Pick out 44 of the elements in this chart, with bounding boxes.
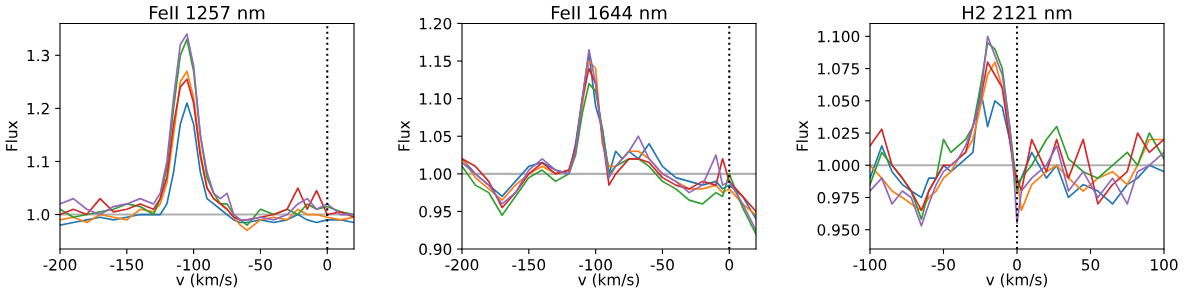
x-tick-label: -50	[931, 259, 955, 271]
x-tick-label: 0	[1013, 259, 1021, 271]
y-tick-label: 1.20	[419, 17, 452, 30]
y-tick-label: 0.975	[817, 191, 859, 204]
y-tick-label: 1.100	[818, 30, 860, 43]
y-tick-label: 0.90	[419, 243, 452, 256]
x-tick-label: 100	[1151, 259, 1178, 271]
y-axis-title: Flux	[796, 120, 809, 151]
x-tick-label: -100	[853, 259, 887, 271]
y-tick-label: 0.950	[817, 224, 860, 236]
y-tick-label: 1.000	[818, 159, 860, 172]
y-axis-title: Flux	[397, 120, 410, 151]
y-tick-label: 1.1	[27, 156, 49, 168]
x-axis-title: v (km/s)	[986, 273, 1048, 288]
x-tick-label: -200	[43, 259, 77, 271]
x-tick-label: -150	[110, 259, 144, 271]
x-tick-label: -150	[512, 259, 546, 271]
chart-title: H2 2121 nm	[963, 5, 1072, 20]
y-tick-label: 1.10	[419, 93, 452, 105]
y-tick-label: 1.075	[818, 63, 859, 75]
y-tick-label: 1.00	[419, 168, 452, 180]
x-tick-label: -200	[445, 259, 479, 271]
line-series	[60, 102, 354, 226]
y-tick-label: 1.3	[27, 49, 50, 62]
y-axis-title: Flux	[5, 120, 18, 151]
y-tick-label: 1.05	[419, 130, 451, 143]
x-axis-title: v (km/s)	[176, 273, 238, 288]
chart-title: FeII 1257 nm	[149, 5, 265, 20]
y-tick-label: 1.025	[818, 127, 859, 140]
x-tick-label: -100	[177, 259, 210, 271]
y-tick-label: 1.2	[27, 102, 49, 115]
chart-title: FeII 1644 nm	[551, 5, 667, 20]
y-tick-label: 1.15	[419, 55, 451, 68]
x-tick-label: 0	[725, 259, 734, 271]
line-series	[462, 82, 756, 235]
x-tick-label: 0	[323, 259, 332, 271]
x-axis-title: v (km/s)	[578, 273, 640, 288]
y-tick-label: 0.95	[419, 205, 451, 218]
x-tick-label: 50	[1081, 259, 1100, 271]
x-tick-label: -50	[650, 259, 674, 271]
x-tick-label: -100	[579, 259, 612, 271]
y-tick-label: 1.050	[818, 95, 860, 107]
y-tick-label: 1.0	[27, 209, 50, 221]
x-tick-label: -50	[248, 259, 272, 271]
